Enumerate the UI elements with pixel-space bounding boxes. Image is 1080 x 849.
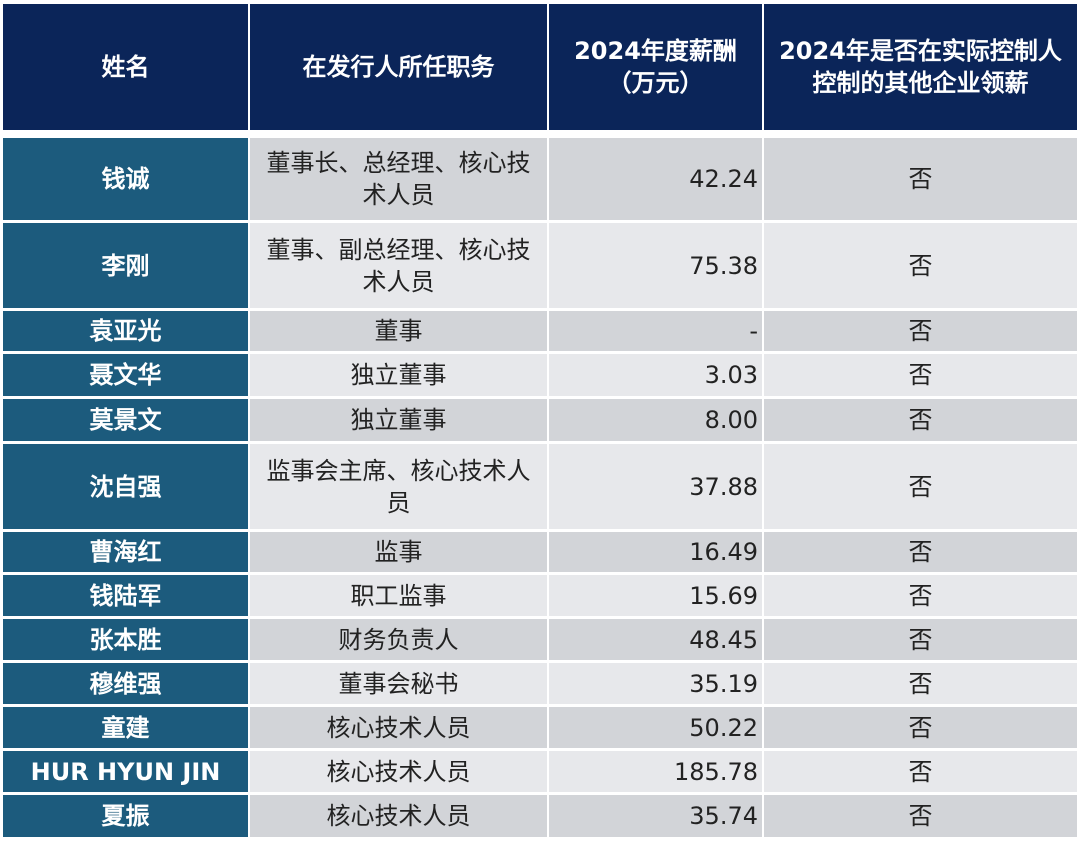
header-cell: 2024年度薪酬（万元） (549, 4, 762, 130)
header-cell: 姓名 (3, 4, 248, 130)
name-cell: 沈自强 (3, 444, 248, 529)
other-salary-cell: 否 (764, 751, 1077, 792)
position-cell: 核心技术人员 (250, 751, 547, 792)
name-cell: 袁亚光 (3, 311, 248, 351)
other-salary-cell: 否 (764, 223, 1077, 308)
salary-cell: 50.22 (549, 707, 762, 748)
position-cell: 独立董事 (250, 354, 547, 396)
name-cell: 曹海红 (3, 532, 248, 572)
position-cell: 核心技术人员 (250, 707, 547, 748)
salary-cell: 37.88 (549, 444, 762, 529)
position-cell: 董事会秘书 (250, 663, 547, 704)
name-cell: 莫景文 (3, 399, 248, 441)
salary-cell: 35.74 (549, 795, 762, 837)
other-salary-cell: 否 (764, 532, 1077, 572)
salary-cell: 3.03 (549, 354, 762, 396)
salary-cell: 8.00 (549, 399, 762, 441)
position-cell: 董事 (250, 311, 547, 351)
name-cell: 夏振 (3, 795, 248, 837)
name-cell: 钱诚 (3, 138, 248, 220)
other-salary-cell: 否 (764, 354, 1077, 396)
position-cell: 董事、副总经理、核心技术人员 (250, 223, 547, 308)
other-salary-cell: 否 (764, 795, 1077, 837)
salary-cell: 16.49 (549, 532, 762, 572)
salary-cell: 15.69 (549, 575, 762, 616)
position-cell: 监事会主席、核心技术人员 (250, 444, 547, 529)
header-cell: 2024年是否在实际控制人控制的其他企业领薪 (764, 4, 1077, 130)
name-cell: HUR HYUN JIN (3, 751, 248, 792)
name-cell: 穆维强 (3, 663, 248, 704)
other-salary-cell: 否 (764, 575, 1077, 616)
name-cell: 李刚 (3, 223, 248, 308)
name-cell: 童建 (3, 707, 248, 748)
other-salary-cell: 否 (764, 399, 1077, 441)
name-cell: 聂文华 (3, 354, 248, 396)
name-cell: 张本胜 (3, 619, 248, 660)
name-cell: 钱陆军 (3, 575, 248, 616)
other-salary-cell: 否 (764, 138, 1077, 220)
salary-cell: 75.38 (549, 223, 762, 308)
other-salary-cell: 否 (764, 444, 1077, 529)
position-cell: 职工监事 (250, 575, 547, 616)
position-cell: 董事长、总经理、核心技术人员 (250, 138, 547, 220)
position-cell: 监事 (250, 532, 547, 572)
position-cell: 独立董事 (250, 399, 547, 441)
other-salary-cell: 否 (764, 311, 1077, 351)
salary-cell: 42.24 (549, 138, 762, 220)
other-salary-cell: 否 (764, 707, 1077, 748)
header-cell: 在发行人所任职务 (250, 4, 547, 130)
position-cell: 核心技术人员 (250, 795, 547, 837)
salary-cell: 48.45 (549, 619, 762, 660)
salary-cell: 185.78 (549, 751, 762, 792)
salary-cell: - (549, 311, 762, 351)
salary-cell: 35.19 (549, 663, 762, 704)
position-cell: 财务负责人 (250, 619, 547, 660)
other-salary-cell: 否 (764, 663, 1077, 704)
other-salary-cell: 否 (764, 619, 1077, 660)
